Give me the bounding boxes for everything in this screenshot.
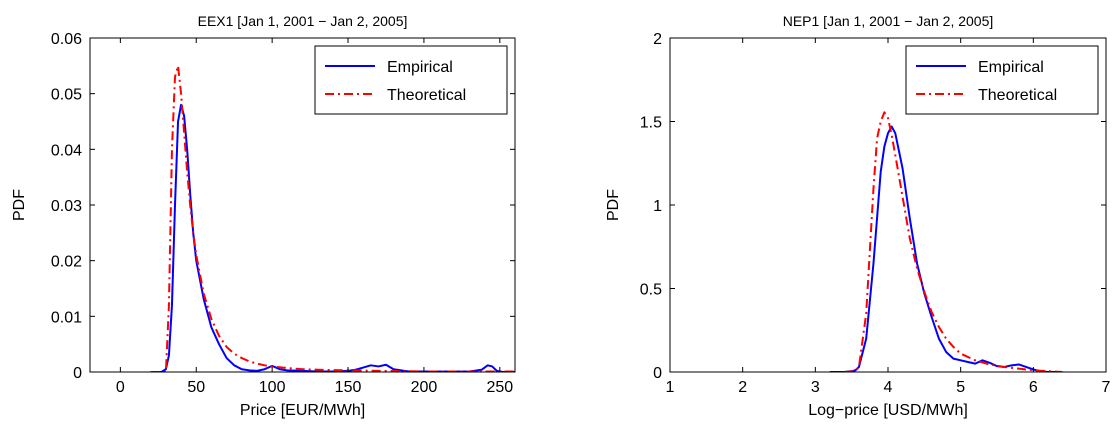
y-tick-label: 0.04 [51, 142, 82, 159]
x-tick-label: 5 [956, 379, 965, 396]
legend-label-theoretical: Theoretical [978, 87, 1057, 104]
x-tick-label: 150 [335, 379, 362, 396]
y-tick-label: 0.02 [51, 254, 82, 271]
legend-label-empirical: Empirical [978, 59, 1044, 76]
x-axis-label: Log−price [USD/MWh] [808, 402, 968, 419]
legend: Empirical Theoretical [905, 45, 1099, 115]
x-tick-label: 6 [1029, 379, 1038, 396]
x-tick-label: 100 [259, 379, 286, 396]
x-tick-label: 200 [411, 379, 438, 396]
y-tick-label: 0.5 [640, 282, 662, 299]
chart-eex1: EEX1 [Jan 1, 2001 − Jan 2, 2005] 0 50 100 15… [11, 13, 516, 419]
x-tick-label: 1 [666, 379, 675, 396]
x-tick-label: 250 [486, 379, 513, 396]
y-tick-label: 2 [653, 31, 662, 48]
y-tick-label: 0.01 [51, 309, 82, 326]
legend-label-empirical: Empirical [387, 59, 453, 76]
chart-title: NEP1 [Jan 1, 2001 − Jan 2, 2005] [783, 13, 994, 29]
legend-label-theoretical: Theoretical [387, 87, 466, 104]
chart-nep1: NEP1 [Jan 1, 2001 − Jan 2, 2005] 1 2 3 4 5 6 7 0… [605, 13, 1111, 419]
legend-box [905, 45, 1099, 115]
y-tick-label: 0.03 [51, 198, 82, 215]
x-tick-label: 7 [1102, 379, 1111, 396]
chart-title: EEX1 [Jan 1, 2001 − Jan 2, 2005] [198, 13, 408, 29]
legend: Empirical Theoretical [314, 45, 508, 115]
y-tick-label: 1 [653, 198, 662, 215]
y-tick-label: 0 [73, 365, 82, 382]
x-tick-label: 0 [116, 379, 125, 396]
y-tick-label: 0.06 [51, 31, 82, 48]
series-line-empirical [829, 125, 1063, 372]
y-tick-label: 0 [653, 365, 662, 382]
y-tick-label: 0.05 [51, 87, 82, 104]
x-tick-label: 2 [738, 379, 747, 396]
series-line-empirical [150, 103, 515, 372]
series-line-theoretical [844, 111, 1063, 372]
x-tick-label: 50 [187, 379, 205, 396]
x-tick-label: 3 [811, 379, 820, 396]
x-axis-label: Price [EUR/MWh] [240, 402, 365, 419]
legend-box [314, 45, 508, 115]
y-axis-label: PDF [605, 189, 622, 221]
y-axis-label: PDF [11, 189, 28, 221]
x-tick-label: 4 [884, 379, 893, 396]
y-tick-label: 1.5 [640, 115, 662, 132]
